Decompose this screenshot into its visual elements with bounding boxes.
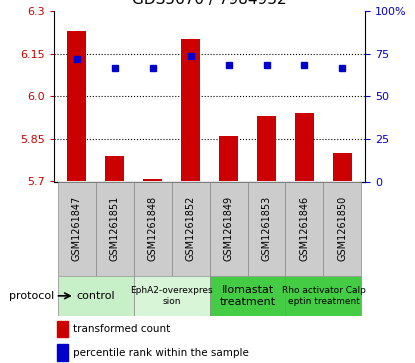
Text: GSM1261849: GSM1261849 — [224, 196, 234, 261]
Text: GSM1261853: GSM1261853 — [261, 196, 271, 261]
FancyBboxPatch shape — [247, 182, 286, 276]
Text: Rho activator Calp
eptin treatment: Rho activator Calp eptin treatment — [281, 286, 365, 306]
Bar — [67, 31, 86, 182]
Bar — [257, 116, 276, 182]
Text: percentile rank within the sample: percentile rank within the sample — [73, 348, 249, 358]
Bar — [143, 179, 162, 182]
Text: EphA2-overexpres
sion: EphA2-overexpres sion — [130, 286, 213, 306]
FancyBboxPatch shape — [210, 182, 247, 276]
Bar — [181, 39, 200, 182]
Bar — [105, 156, 124, 182]
FancyBboxPatch shape — [210, 276, 286, 316]
Bar — [57, 321, 68, 337]
Text: GSM1261850: GSM1261850 — [337, 196, 347, 261]
Text: GSM1261847: GSM1261847 — [72, 196, 82, 261]
Bar — [295, 113, 314, 182]
FancyBboxPatch shape — [286, 276, 361, 316]
FancyBboxPatch shape — [134, 276, 210, 316]
Text: GSM1261846: GSM1261846 — [300, 196, 310, 261]
FancyBboxPatch shape — [134, 182, 172, 276]
Text: transformed count: transformed count — [73, 324, 170, 334]
FancyBboxPatch shape — [323, 182, 361, 276]
Bar — [57, 344, 68, 361]
Text: GSM1261851: GSM1261851 — [110, 196, 120, 261]
Text: GSM1261852: GSM1261852 — [186, 196, 195, 261]
FancyBboxPatch shape — [172, 182, 210, 276]
Text: GSM1261848: GSM1261848 — [148, 196, 158, 261]
FancyBboxPatch shape — [58, 182, 96, 276]
FancyBboxPatch shape — [286, 182, 323, 276]
Bar — [333, 153, 352, 182]
Text: control: control — [76, 291, 115, 301]
FancyBboxPatch shape — [96, 182, 134, 276]
Title: GDS5670 / 7984932: GDS5670 / 7984932 — [132, 0, 287, 7]
FancyBboxPatch shape — [58, 276, 134, 316]
Text: Ilomastat
treatment: Ilomastat treatment — [220, 285, 276, 307]
Bar — [219, 136, 238, 182]
Text: protocol: protocol — [10, 291, 55, 301]
